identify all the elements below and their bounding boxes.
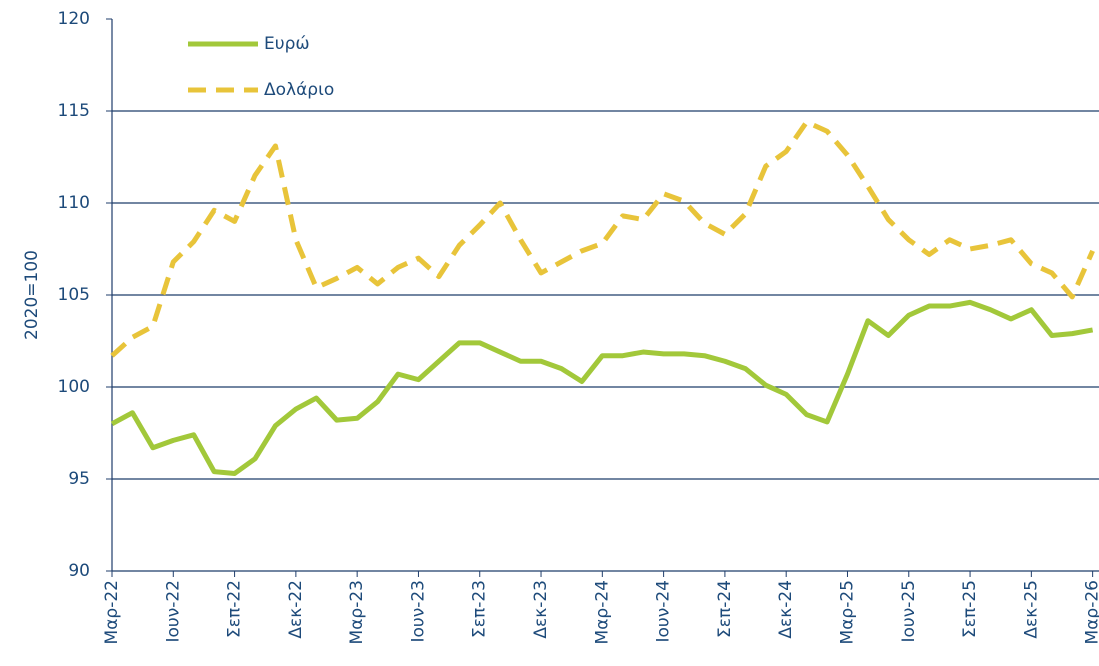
x-tick-label: Ιουν-22 (163, 580, 183, 643)
x-tick-label: Μαρ-23 (347, 580, 367, 644)
y-tick-label: 90 (68, 561, 90, 581)
series-line (110, 119, 1095, 358)
x-tick-label: Ιουν-25 (899, 580, 919, 643)
y-tick-label: 105 (58, 285, 90, 305)
x-tick-label: Μαρ-24 (592, 580, 612, 644)
y-axis-label: 2020=100 (22, 250, 42, 340)
x-tick-label: Σεπ-23 (470, 580, 490, 638)
y-tick-label: 120 (58, 9, 90, 29)
x-tick-label: Δεκ-23 (531, 580, 551, 639)
y-tick-label: 100 (58, 377, 90, 397)
legend-label: Δολάριο (264, 80, 334, 100)
x-tick-label: Δεκ-24 (776, 580, 796, 639)
x-tick-label: Μαρ-25 (837, 580, 857, 644)
x-tick-label: Ιουν-24 (654, 580, 674, 643)
x-tick-label: Σεπ-24 (715, 580, 735, 638)
x-tick-label: Σεπ-25 (960, 580, 980, 638)
y-tick-label: 110 (58, 193, 90, 213)
x-tick-label: Μαρ-26 (1083, 580, 1099, 644)
x-tick-label: Δεκ-22 (286, 580, 306, 639)
x-tick-label: Μαρ-22 (102, 580, 122, 644)
x-tick-label: Ιουν-23 (408, 580, 428, 643)
x-tick-label: Δεκ-25 (1021, 580, 1041, 639)
y-tick-label: 115 (58, 101, 90, 121)
x-tick-label: Σεπ-22 (225, 580, 245, 638)
series-line (110, 299, 1094, 476)
legend-label: Ευρώ (264, 34, 310, 54)
y-tick-label: 95 (68, 469, 90, 489)
